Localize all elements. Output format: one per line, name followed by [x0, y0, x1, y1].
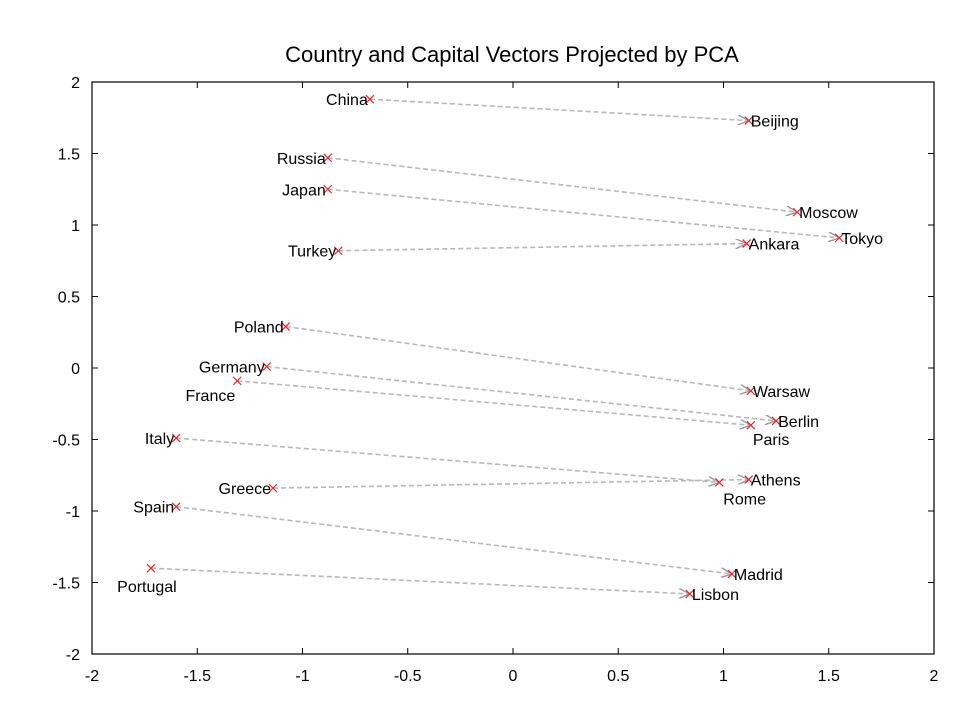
- x-tick-label: 1: [719, 668, 728, 685]
- label-turkey: Turkey: [288, 244, 336, 261]
- marker-italy: [171, 433, 181, 443]
- marker-berlin: [771, 416, 781, 426]
- arrow-turkey-to-ankara: [338, 244, 746, 252]
- marker-ankara: [742, 239, 752, 249]
- label-italy: Italy: [145, 431, 174, 448]
- arrow-spain-to-madrid: [176, 505, 732, 574]
- arrow-japan-to-tokyo: [327, 188, 840, 238]
- arrow-poland-to-warsaw: [285, 325, 751, 391]
- label-berlin: Berlin: [778, 414, 819, 431]
- marker-rome: [714, 477, 724, 487]
- marker-warsaw: [746, 386, 756, 396]
- x-tick-label: -1: [295, 668, 309, 685]
- arrow-china-to-beijing: [369, 98, 749, 120]
- x-tick-label: 0: [509, 668, 518, 685]
- x-axis: -2 -1.5 -1 -0.5 0 0.5 1 1.5 2: [85, 82, 939, 685]
- label-russia: Russia: [277, 151, 326, 168]
- label-portugal: Portugal: [117, 579, 177, 596]
- marker-germany: [262, 362, 272, 371]
- arrow-italy-to-rome: [176, 437, 719, 482]
- x-tick-label: 1.5: [818, 668, 840, 685]
- marker-lisbon: [685, 589, 695, 599]
- label-ankara: Ankara: [749, 237, 800, 254]
- y-tick-label: -1.5: [52, 576, 80, 593]
- label-japan: Japan: [282, 182, 326, 199]
- marker-greece: [268, 483, 278, 493]
- arrow-greece-to-athens: [273, 480, 749, 489]
- label-poland: Poland: [234, 320, 284, 337]
- x-tick-label: -1.5: [183, 668, 211, 685]
- chart-title: Country and Capital Vectors Projected by…: [285, 42, 739, 67]
- y-tick-label: 1.5: [58, 147, 80, 164]
- y-tick-label: 0: [71, 361, 80, 378]
- marker-beijing: [744, 116, 754, 126]
- marker-paris: [746, 420, 756, 430]
- marker-japan: [323, 184, 333, 194]
- y-tick-label: 1: [71, 218, 80, 235]
- label-layer: China Beijing Russia Moscow Japan Tokyo Turkey…: [117, 92, 883, 604]
- label-spain: Spain: [133, 500, 174, 517]
- marker-china: [365, 94, 375, 104]
- marker-poland: [281, 322, 291, 331]
- label-germany: Germany: [199, 360, 265, 377]
- label-china: China: [326, 92, 368, 109]
- x-tick-label: 2: [930, 668, 939, 685]
- y-tick-label: -1: [66, 504, 80, 521]
- marker-turkey: [333, 246, 343, 256]
- label-madrid: Madrid: [734, 567, 783, 584]
- marker-layer: [146, 94, 844, 599]
- arrow-france-to-paris: [237, 380, 751, 425]
- arrow-portugal-to-lisbon: [150, 567, 690, 594]
- marker-tokyo: [834, 233, 844, 243]
- marker-portugal: [146, 563, 156, 573]
- label-lisbon: Lisbon: [692, 587, 739, 604]
- x-tick-label: 0.5: [607, 668, 629, 685]
- x-tick-label: -2: [85, 668, 99, 685]
- arrow-layer: [150, 98, 840, 594]
- arrow-germany-to-berlin: [266, 365, 776, 421]
- label-greece: Greece: [219, 481, 272, 498]
- marker-moscow: [792, 207, 802, 217]
- label-athens: Athens: [751, 473, 801, 490]
- marker-france: [232, 376, 242, 386]
- label-moscow: Moscow: [799, 205, 858, 222]
- label-tokyo: Tokyo: [841, 231, 883, 248]
- y-tick-label: 0.5: [58, 290, 80, 307]
- x-tick-label: -0.5: [394, 668, 422, 685]
- marker-athens: [744, 475, 754, 484]
- y-tick-label: -0.5: [52, 433, 80, 450]
- label-rome: Rome: [723, 491, 766, 508]
- y-axis: -2 -1.5 -1 -0.5 0 0.5 1 1.5 2: [52, 75, 934, 664]
- label-warsaw: Warsaw: [753, 384, 811, 401]
- arrow-russia-to-moscow: [327, 156, 797, 212]
- marker-spain: [171, 502, 181, 512]
- marker-madrid: [727, 569, 737, 579]
- label-beijing: Beijing: [751, 114, 799, 131]
- y-tick-label: -2: [66, 647, 80, 664]
- label-france: France: [185, 388, 235, 405]
- label-paris: Paris: [753, 432, 789, 449]
- marker-russia: [323, 153, 333, 163]
- y-tick-label: 2: [71, 75, 80, 92]
